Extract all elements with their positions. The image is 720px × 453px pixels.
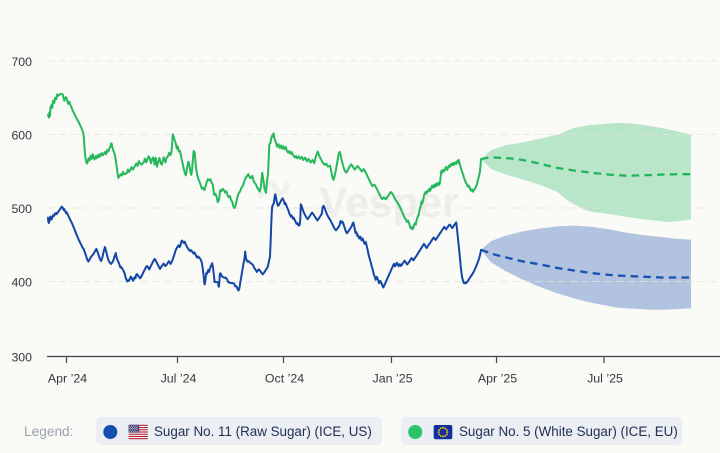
svg-text:Vesper: Vesper	[319, 180, 458, 227]
svg-text:Jul ’24: Jul ’24	[161, 372, 197, 386]
svg-text:Apr ’24: Apr ’24	[48, 372, 87, 386]
svg-text:Legend:: Legend:	[24, 424, 73, 439]
svg-text:Sugar No. 11 (Raw Sugar) (ICE,: Sugar No. 11 (Raw Sugar) (ICE, US)	[154, 424, 372, 439]
svg-text:Sugar No. 5 (White Sugar) (ICE: Sugar No. 5 (White Sugar) (ICE, EU)	[459, 424, 678, 439]
svg-text:500: 500	[11, 202, 32, 216]
svg-text:Oct ’24: Oct ’24	[265, 372, 304, 386]
svg-text:Apr ’25: Apr ’25	[478, 372, 517, 386]
svg-text:Jan ’25: Jan ’25	[373, 372, 413, 386]
svg-text:600: 600	[11, 129, 32, 143]
svg-text:Jul ’25: Jul ’25	[587, 372, 623, 386]
svg-text:700: 700	[11, 55, 32, 69]
svg-text:300: 300	[11, 351, 32, 365]
svg-text:400: 400	[11, 276, 32, 290]
